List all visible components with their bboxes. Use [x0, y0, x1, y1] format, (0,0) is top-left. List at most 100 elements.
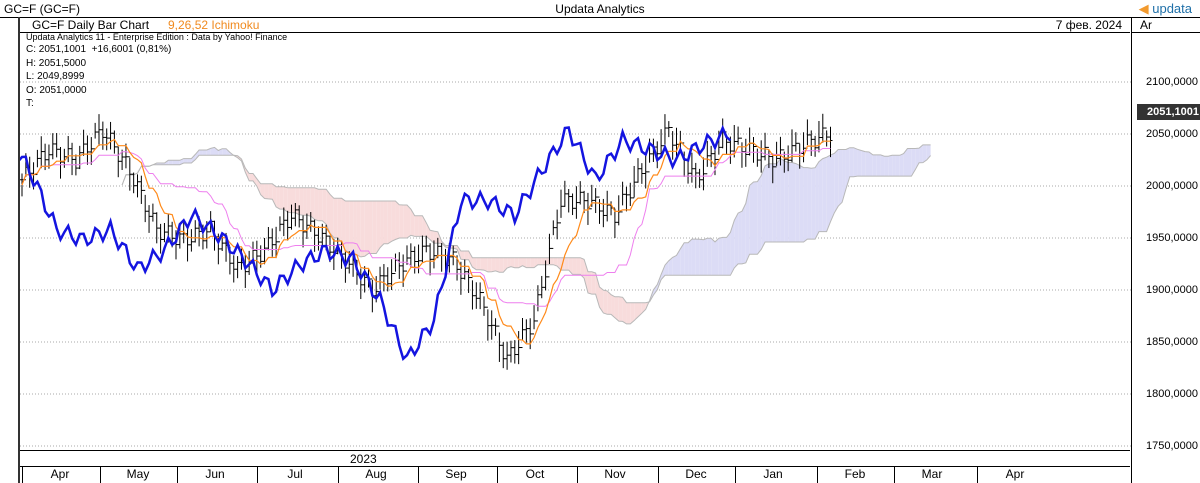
- cloud-segment: [695, 239, 700, 276]
- month-label: Jan: [763, 467, 783, 481]
- cloud-segment: [872, 154, 877, 177]
- month-separator: [100, 466, 101, 483]
- month-label: Apr: [50, 467, 70, 481]
- cloud-segment: [618, 296, 623, 322]
- updata-logo: ◀ updata: [1139, 1, 1192, 17]
- month-separator: [257, 466, 258, 483]
- cloud-segment: [356, 201, 361, 257]
- month-label: Sep: [445, 467, 467, 481]
- cloud-segment: [888, 155, 893, 177]
- month-label: Dec: [685, 467, 707, 481]
- cloud-segment: [788, 162, 792, 242]
- price-axis[interactable]: 2100,0000 2050,0000 2000,0000 1950,0000 1900…: [1131, 32, 1200, 483]
- cloud-segment: [595, 273, 600, 308]
- cloud-segment: [407, 204, 411, 239]
- price-tick-label: 1950,0000: [1146, 232, 1198, 244]
- cloud-segment: [718, 237, 723, 276]
- cloud-segment: [591, 271, 596, 295]
- cloud-segment: [892, 155, 896, 177]
- cloud-segment: [919, 144, 923, 163]
- cloud-segment: [884, 156, 889, 177]
- cloud-segment: [653, 284, 658, 296]
- cloud-segment: [168, 160, 173, 165]
- cloud-segment: [772, 163, 777, 242]
- time-value: T:: [26, 98, 34, 109]
- cloud-segment: [195, 150, 200, 160]
- cloud-segment: [491, 257, 496, 272]
- cloud-segment: [353, 201, 357, 255]
- cloud-segment: [599, 286, 604, 314]
- cloud-segment: [530, 257, 535, 268]
- axis-label: Ar: [1140, 18, 1152, 32]
- cloud-segment: [676, 248, 681, 276]
- month-separator: [894, 466, 895, 483]
- month-label: Oct: [525, 467, 545, 481]
- cloud-segment: [780, 158, 785, 242]
- cloud-segment: [549, 257, 554, 265]
- high-value: H: 2051,5000: [26, 57, 87, 69]
- cloud-segment: [249, 173, 253, 181]
- cloud-segment: [830, 153, 835, 222]
- cloud-segment: [703, 238, 708, 276]
- cloud-segment: [414, 215, 419, 237]
- cloud-segment: [792, 162, 796, 242]
- cloud-segment: [842, 149, 846, 203]
- price-chart[interactable]: [20, 32, 1131, 450]
- open-value: O: 2051,0000: [26, 84, 87, 96]
- cloud-segment: [907, 148, 912, 177]
- cloud-segment: [757, 175, 762, 255]
- cloud-segment: [795, 163, 800, 242]
- cloud-segment: [326, 189, 330, 234]
- cloud-segment: [310, 187, 315, 220]
- cloud-segment: [668, 257, 673, 276]
- month-separator: [735, 466, 736, 483]
- cloud-segment: [291, 187, 296, 213]
- month-separator: [338, 466, 339, 483]
- cloud-segment: [580, 257, 585, 279]
- tenkan-line: [21, 138, 831, 345]
- cloud-segment: [680, 242, 685, 276]
- cloud-segment: [630, 302, 635, 324]
- cloud-segment: [299, 187, 304, 216]
- cloud-segment: [480, 257, 484, 271]
- cloud-segment: [715, 238, 719, 276]
- cloud-segment: [611, 294, 615, 318]
- cloud-segment: [711, 238, 715, 276]
- month-label: Aug: [365, 467, 387, 481]
- cloud-segment: [322, 189, 327, 225]
- cloud-segment: [403, 204, 407, 239]
- cloud-segment: [815, 161, 819, 240]
- cloud-segment: [187, 158, 192, 164]
- cloud-segment: [699, 239, 704, 276]
- cloud-segment: [214, 147, 219, 156]
- cloud-segment: [268, 183, 273, 200]
- cloud-segment: [576, 257, 581, 275]
- cloud-segment: [314, 187, 319, 221]
- left-panel-strip: [0, 17, 20, 483]
- cloud-segment: [330, 194, 334, 238]
- cloud-segment: [183, 158, 188, 164]
- app-title: Updata Analytics: [555, 2, 645, 16]
- cloud-segment: [476, 257, 481, 270]
- cloud-segment: [399, 204, 404, 239]
- price-tick-label: 2000,0000: [1146, 180, 1198, 192]
- cloud-segment: [741, 203, 746, 264]
- cloud-segment: [376, 201, 381, 254]
- indicator-label[interactable]: 9,26,52 Ichimoku: [168, 18, 260, 32]
- cloud-segment: [495, 257, 500, 273]
- cloud-segment: [691, 239, 696, 276]
- cloud-segment: [880, 154, 885, 177]
- cloud-segment: [895, 155, 900, 177]
- kijun-line: [21, 148, 831, 307]
- senkou-span-a: [121, 144, 931, 325]
- cloud-segment: [341, 198, 346, 251]
- cloud-segment: [345, 201, 350, 254]
- price-tick-label: 1750,0000: [1146, 440, 1198, 452]
- cloud-segment: [849, 147, 854, 177]
- month-separator: [177, 466, 178, 483]
- cloud-segment: [568, 257, 573, 275]
- month-separator: [22, 466, 23, 483]
- month-separator: [977, 466, 978, 483]
- cloud-segment: [422, 215, 427, 237]
- lagging-span: [20, 124, 732, 361]
